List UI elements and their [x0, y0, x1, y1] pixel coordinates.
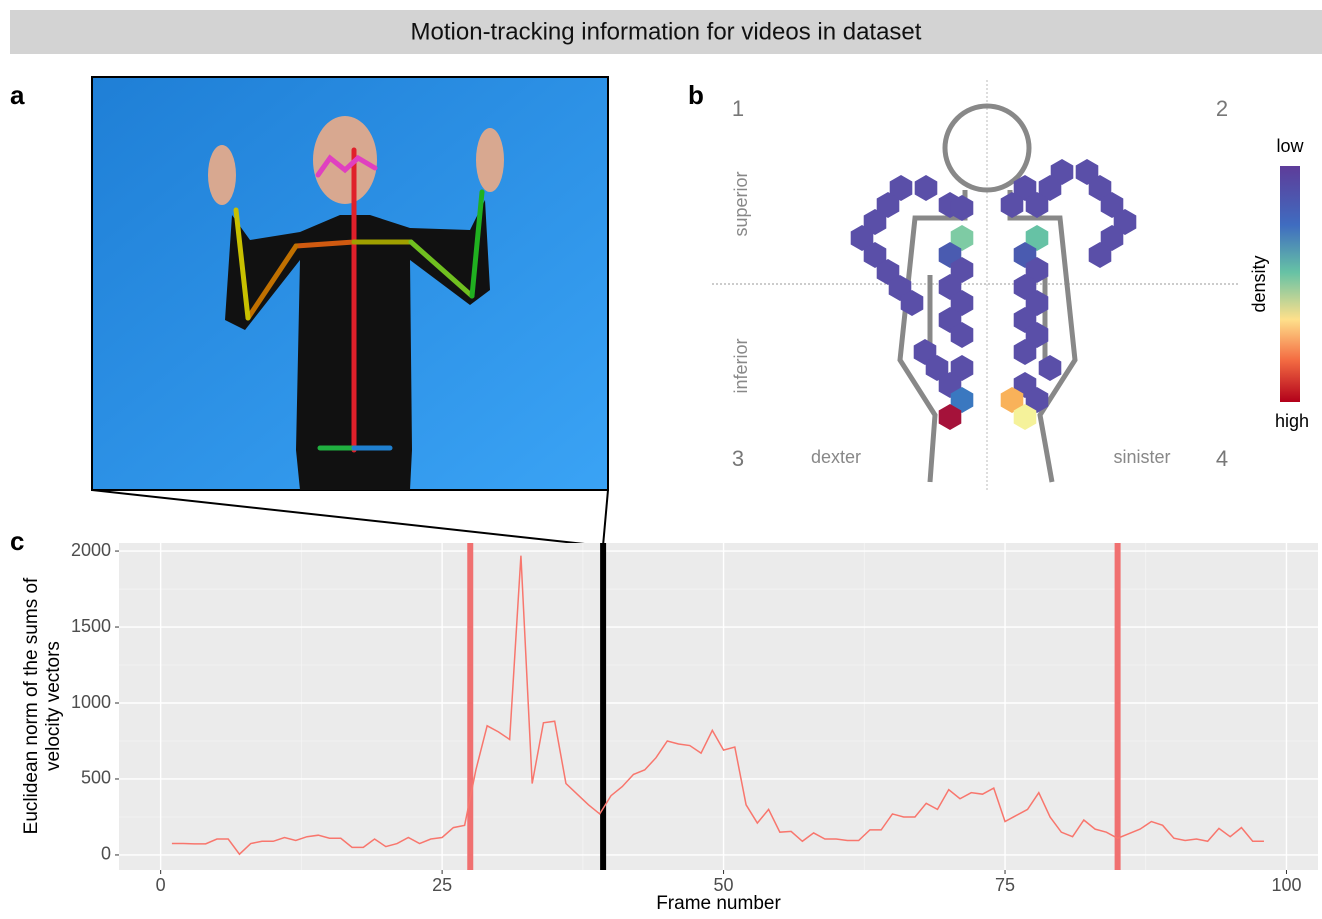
hex-cell: [1013, 339, 1037, 365]
y-tick-label: 1000: [71, 692, 111, 712]
hex-cell: [876, 259, 900, 285]
region-label: dexter: [811, 447, 861, 467]
hex-cell: [1113, 209, 1137, 235]
hex-cell: [1075, 159, 1099, 185]
hex-cell: [1100, 225, 1124, 251]
y-axis-title: Euclidean norm of the sums of: [21, 577, 42, 834]
region-label: superior: [731, 171, 751, 236]
quadrant-number: 1: [732, 96, 744, 121]
legend-title: density: [1249, 255, 1269, 312]
hex-cell: [1100, 192, 1124, 218]
hex-cell: [889, 175, 913, 201]
hex-cell: [1013, 175, 1037, 201]
y-tick-label: 1500: [71, 616, 111, 636]
hex-cell: [938, 404, 962, 430]
region-label: sinister: [1113, 447, 1170, 467]
hex-cell: [900, 290, 924, 316]
density-map: [712, 80, 1240, 490]
legend-label: low: [1276, 136, 1304, 156]
hex-cell: [1013, 274, 1037, 300]
quadrant-number: 2: [1216, 96, 1228, 121]
hex-cell: [913, 339, 937, 365]
hex-cell: [950, 322, 974, 348]
hex-cell: [1025, 290, 1049, 316]
hex-cell: [1050, 159, 1074, 185]
y-tick-label: 2000: [71, 540, 111, 560]
x-tick-label: 0: [156, 875, 166, 895]
hex-cell: [1025, 387, 1049, 413]
x-tick-label: 100: [1271, 875, 1301, 895]
hex-cell: [1038, 355, 1062, 381]
hex-cell: [1038, 175, 1062, 201]
y-tick-label: 0: [101, 844, 111, 864]
hex-cell: [925, 355, 949, 381]
legend-label: high: [1275, 411, 1309, 431]
hex-cell: [850, 225, 874, 251]
video-frame: [91, 76, 609, 491]
hex-cell: [950, 387, 974, 413]
x-tick-label: 75: [995, 875, 1015, 895]
hex-cell: [863, 209, 887, 235]
header-band: [10, 10, 1322, 54]
hex-cell: [863, 242, 887, 268]
hex-cell: [1025, 257, 1049, 283]
hex-cell: [938, 274, 962, 300]
hex-cell: [1025, 322, 1049, 348]
hex-cell: [1088, 242, 1112, 268]
hex-cell: [876, 192, 900, 218]
x-axis-title: Frame number: [656, 893, 781, 914]
hex-cell: [1013, 404, 1037, 430]
panel-label: a: [10, 80, 25, 110]
hex-cell: [950, 257, 974, 283]
hex-cell: [914, 175, 938, 201]
colorbar: [1280, 166, 1300, 402]
hex-cell: [950, 225, 974, 251]
hex-cell: [1000, 192, 1024, 218]
zoom-connector: [602, 489, 609, 547]
y-axis-title: velocity vectors: [43, 641, 64, 771]
y-tick-label: 500: [81, 768, 111, 788]
panel-label: c: [10, 526, 24, 556]
hex-cell: [1025, 192, 1049, 218]
hex-cell: [1088, 175, 1112, 201]
zoom-connector: [91, 489, 604, 547]
x-tick-label: 25: [432, 875, 452, 895]
figure-title: Motion-tracking information for videos i…: [411, 18, 922, 45]
quadrant-number: 4: [1216, 446, 1228, 471]
quadrant-number: 3: [732, 446, 744, 471]
data-line: [171, 555, 1264, 856]
region-label: inferior: [731, 338, 751, 393]
panel-label: b: [688, 80, 704, 110]
hex-cell: [950, 355, 974, 381]
x-tick-label: 50: [714, 875, 734, 895]
hex-cell: [950, 195, 974, 221]
hex-cell: [1025, 225, 1049, 251]
hex-cell: [1000, 387, 1024, 413]
hex-cell: [950, 290, 974, 316]
plot-background: [119, 543, 1318, 870]
